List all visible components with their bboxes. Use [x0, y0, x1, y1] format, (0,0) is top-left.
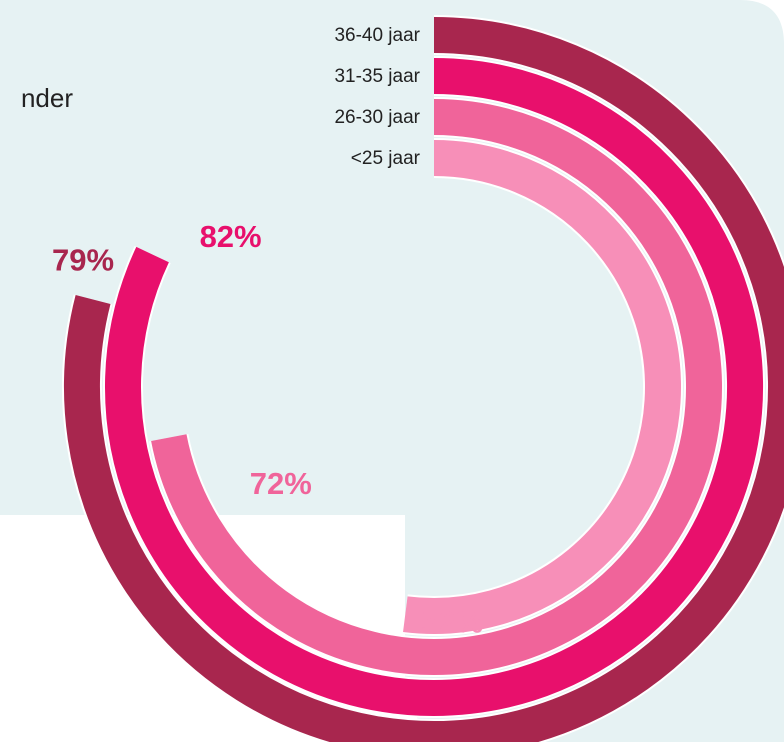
- legend-label: 36-40 jaar: [334, 25, 420, 46]
- legend-label: 26-30 jaar: [334, 107, 420, 128]
- radial-bar: [403, 140, 681, 634]
- value-label: 52%: [421, 604, 483, 639]
- radial-bar: [105, 58, 763, 716]
- radial-bar: [64, 17, 784, 742]
- value-label: 79%: [52, 243, 114, 278]
- value-label: 72%: [250, 466, 312, 501]
- radial-bar: [151, 99, 722, 675]
- value-label: 82%: [200, 219, 262, 254]
- subtitle: nder: [21, 83, 73, 113]
- legend-label: <25 jaar: [351, 148, 421, 169]
- legend-label: 31-35 jaar: [334, 66, 420, 87]
